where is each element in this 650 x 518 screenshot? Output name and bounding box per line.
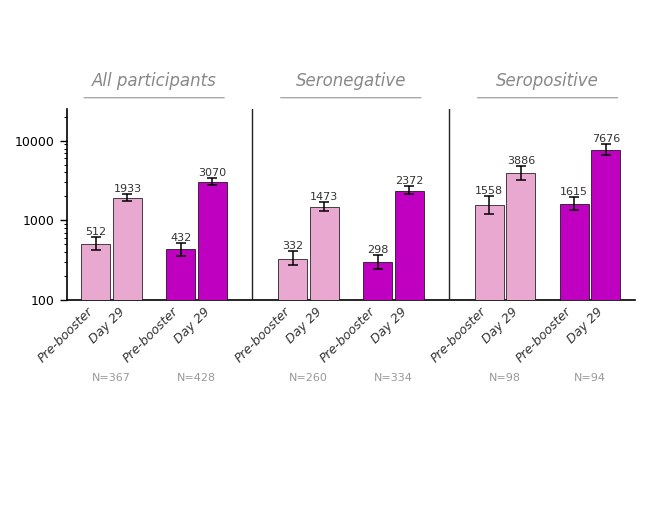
Text: 332: 332 <box>282 241 303 251</box>
Text: 432: 432 <box>170 233 192 243</box>
Text: N=260: N=260 <box>289 372 328 382</box>
Text: 3070: 3070 <box>198 168 226 178</box>
Bar <box>166 249 196 518</box>
Bar <box>363 262 392 518</box>
Bar <box>309 207 339 518</box>
Text: 7676: 7676 <box>592 134 620 144</box>
Bar <box>592 150 621 518</box>
Text: N=334: N=334 <box>374 372 413 382</box>
Text: Seropositive: Seropositive <box>496 72 599 90</box>
Text: N=367: N=367 <box>92 372 131 382</box>
Bar <box>81 243 110 518</box>
Bar <box>278 258 307 518</box>
Text: Seronegative: Seronegative <box>296 72 406 90</box>
Text: 512: 512 <box>85 227 107 237</box>
Bar <box>198 182 227 518</box>
Text: 1933: 1933 <box>113 184 142 194</box>
Bar <box>506 174 536 518</box>
Text: N=428: N=428 <box>177 372 216 382</box>
Text: N=94: N=94 <box>574 372 606 382</box>
Text: 298: 298 <box>367 246 388 255</box>
Text: N=98: N=98 <box>489 372 521 382</box>
Text: 1615: 1615 <box>560 186 588 196</box>
Text: 3886: 3886 <box>507 156 535 166</box>
Bar <box>474 205 504 518</box>
Text: 2372: 2372 <box>395 176 423 186</box>
Text: All participants: All participants <box>92 72 216 90</box>
Bar <box>113 198 142 518</box>
Bar <box>560 204 589 518</box>
Text: 1558: 1558 <box>475 186 503 196</box>
Text: 1473: 1473 <box>310 192 338 203</box>
Bar <box>395 191 424 518</box>
